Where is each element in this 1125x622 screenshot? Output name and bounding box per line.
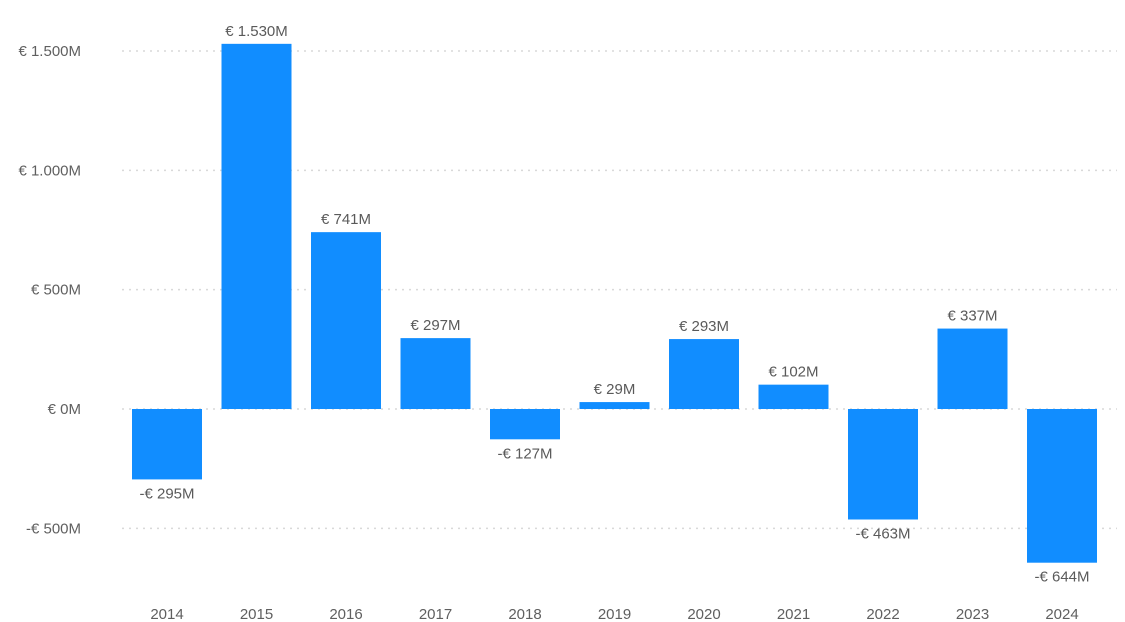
- x-tick-label: 2014: [150, 606, 183, 622]
- data-label: € 741M: [321, 211, 371, 228]
- data-label: -€ 644M: [1034, 569, 1089, 586]
- data-label: € 102M: [768, 364, 818, 381]
- x-tick-label: 2024: [1045, 606, 1078, 622]
- data-label: -€ 295M: [139, 485, 194, 502]
- bar-2018[interactable]: [490, 409, 560, 440]
- x-tick-label: 2017: [419, 606, 452, 622]
- y-tick-label: € 0M: [48, 401, 81, 418]
- data-label: € 293M: [679, 318, 729, 335]
- bar-2017[interactable]: [400, 338, 471, 409]
- bar-2014[interactable]: [132, 409, 202, 480]
- data-label: € 297M: [410, 317, 460, 334]
- y-tick-label: € 1.500M: [18, 43, 81, 60]
- bar-2019[interactable]: [579, 402, 650, 409]
- x-tick-label: 2015: [240, 606, 273, 622]
- x-tick-label: 2018: [508, 606, 541, 622]
- data-label: € 1.530M: [225, 23, 288, 40]
- bar-2024[interactable]: [1027, 409, 1097, 563]
- bar-2020[interactable]: [669, 339, 739, 409]
- y-tick-label: € 500M: [31, 282, 81, 299]
- y-tick-label: € 1.000M: [18, 162, 81, 179]
- bar-2016[interactable]: [311, 232, 381, 409]
- bar-2021[interactable]: [758, 384, 829, 409]
- x-tick-label: 2019: [598, 606, 631, 622]
- bar-2015[interactable]: [221, 43, 292, 410]
- x-tick-label: 2016: [329, 606, 362, 622]
- data-label: -€ 463M: [855, 526, 910, 543]
- x-tick-label: 2020: [687, 606, 720, 622]
- data-label: -€ 127M: [497, 445, 552, 462]
- data-label: € 29M: [594, 381, 636, 398]
- bar-2022[interactable]: [848, 409, 918, 520]
- x-tick-label: 2021: [777, 606, 810, 622]
- x-tick-label: 2023: [956, 606, 989, 622]
- data-label: € 337M: [947, 308, 997, 325]
- x-tick-label: 2022: [866, 606, 899, 622]
- bar-2023[interactable]: [937, 328, 1008, 409]
- y-tick-label: -€ 500M: [26, 520, 81, 537]
